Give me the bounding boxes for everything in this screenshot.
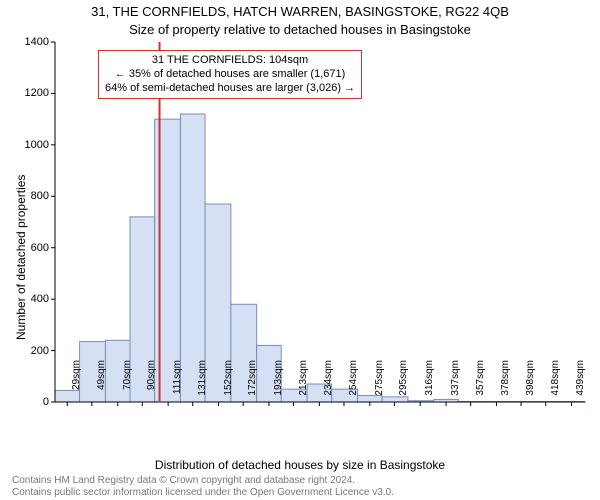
x-tick-label: 357sqm xyxy=(475,360,486,410)
y-tick-label: 1000 xyxy=(0,139,49,151)
y-tick-label: 0 xyxy=(0,396,49,408)
chart-title-line2: Size of property relative to detached ho… xyxy=(0,22,600,37)
y-tick-label: 1200 xyxy=(0,87,49,99)
x-tick-label: 439sqm xyxy=(575,360,586,410)
y-tick-label: 600 xyxy=(0,242,49,254)
x-tick-label: 131sqm xyxy=(197,360,208,410)
x-axis-label: Distribution of detached houses by size … xyxy=(0,458,600,472)
x-tick-label: 295sqm xyxy=(398,360,409,410)
annotation-box: 31 THE CORNFIELDS: 104sqm ← 35% of detac… xyxy=(98,50,362,99)
x-tick-label: 111sqm xyxy=(172,360,183,410)
x-tick-label: 418sqm xyxy=(550,360,561,410)
annotation-line1: 31 THE CORNFIELDS: 104sqm xyxy=(105,54,355,68)
footer-line2: Contains public sector information licen… xyxy=(12,487,394,498)
x-tick-label: 172sqm xyxy=(247,360,258,410)
x-tick-label: 316sqm xyxy=(424,360,435,410)
chart-title-line1: 31, THE CORNFIELDS, HATCH WARREN, BASING… xyxy=(0,4,600,19)
x-tick-label: 337sqm xyxy=(450,360,461,410)
x-tick-label: 193sqm xyxy=(273,360,284,410)
x-tick-label: 70sqm xyxy=(122,360,133,410)
x-tick-label: 213sqm xyxy=(298,360,309,410)
x-tick-label: 29sqm xyxy=(71,360,82,410)
annotation-line3: 64% of semi-detached houses are larger (… xyxy=(105,82,355,96)
footer-line1: Contains HM Land Registry data © Crown c… xyxy=(12,475,355,486)
y-tick-label: 200 xyxy=(0,345,49,357)
x-tick-label: 234sqm xyxy=(323,360,334,410)
y-tick-label: 1400 xyxy=(0,36,49,48)
chart-container: 31, THE CORNFIELDS, HATCH WARREN, BASING… xyxy=(0,0,600,500)
y-tick-label: 800 xyxy=(0,190,49,202)
annotation-line2: ← 35% of detached houses are smaller (1,… xyxy=(105,68,355,82)
x-tick-label: 49sqm xyxy=(96,360,107,410)
x-tick-label: 90sqm xyxy=(146,360,157,410)
x-tick-label: 152sqm xyxy=(223,360,234,410)
x-tick-label: 275sqm xyxy=(374,360,385,410)
x-tick-label: 254sqm xyxy=(348,360,359,410)
y-tick-label: 400 xyxy=(0,293,49,305)
x-tick-label: 378sqm xyxy=(500,360,511,410)
x-tick-label: 398sqm xyxy=(525,360,536,410)
histogram-bar xyxy=(180,114,205,402)
